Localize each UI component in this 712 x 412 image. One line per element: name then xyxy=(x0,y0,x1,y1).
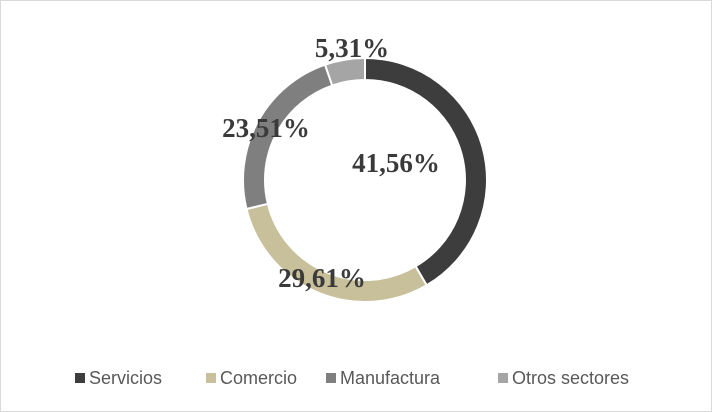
legend-swatch xyxy=(206,373,216,383)
data-label: 23,51% xyxy=(222,113,310,143)
legend-label: Otros sectores xyxy=(512,368,629,388)
donut-segment xyxy=(323,56,366,87)
legend-swatch xyxy=(498,373,508,383)
data-label: 5,31% xyxy=(315,33,389,63)
data-label: 29,61% xyxy=(278,263,366,293)
legend-label: Servicios xyxy=(89,368,162,388)
data-label: 41,56% xyxy=(352,148,440,178)
legend-label: Comercio xyxy=(220,368,297,388)
legend-label: Manufactura xyxy=(340,368,441,388)
legend-swatch xyxy=(326,373,336,383)
legend-swatch xyxy=(75,373,85,383)
